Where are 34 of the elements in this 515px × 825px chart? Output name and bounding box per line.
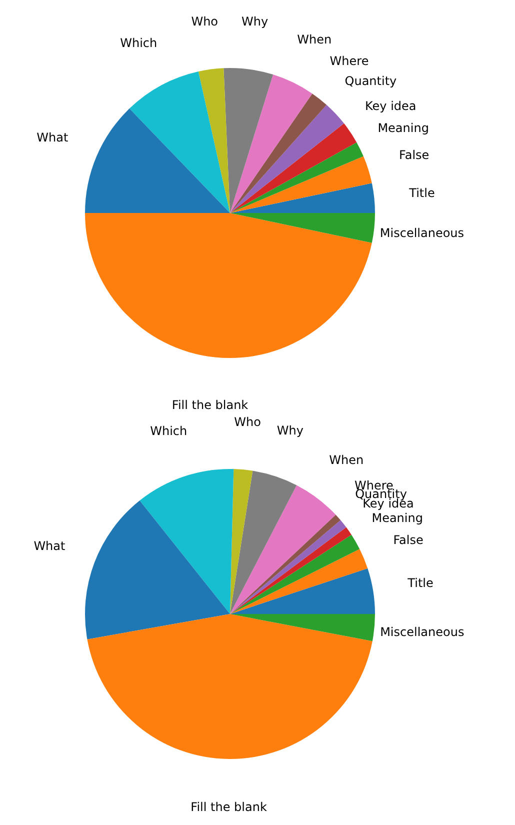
pie-slice xyxy=(230,94,327,213)
slice-label: False xyxy=(393,533,424,548)
slice-label: When xyxy=(329,453,364,468)
pie-slice xyxy=(224,68,274,213)
pie-slice xyxy=(230,485,336,614)
pie-slice xyxy=(230,123,357,213)
pie-slice xyxy=(140,469,234,614)
slice-label: Miscellaneous xyxy=(380,625,464,640)
slice-label: Which xyxy=(120,36,158,50)
slice-label: What xyxy=(36,130,68,144)
slice-label: Miscellaneous xyxy=(380,226,464,240)
pie-slice xyxy=(129,71,230,213)
slice-label: Key idea xyxy=(365,99,416,114)
pie-slice xyxy=(230,470,297,614)
pie-slice xyxy=(230,104,344,213)
slice-label: Where xyxy=(330,54,369,68)
slice-label: Which xyxy=(150,424,188,438)
slice-label: Who xyxy=(191,14,218,29)
slice-label: False xyxy=(399,148,430,162)
slice-label: Meaning xyxy=(372,510,423,525)
slice-label: Why xyxy=(242,14,268,29)
slice-label: Meaning xyxy=(378,121,429,136)
slice-label: Fill the blank xyxy=(190,800,267,814)
pie-slice xyxy=(198,68,230,213)
slice-label: Quantity xyxy=(344,74,397,88)
pie-slice xyxy=(230,469,253,614)
slice-label: Title xyxy=(408,186,435,200)
slice-label: When xyxy=(297,32,332,46)
pie-slice xyxy=(230,74,312,213)
slice-label: Why xyxy=(276,424,304,438)
slice-label: What xyxy=(34,538,66,553)
slice-label: Title xyxy=(406,576,434,590)
slice-label: Fill the blank xyxy=(172,398,248,412)
slice-label: Who xyxy=(234,414,261,429)
